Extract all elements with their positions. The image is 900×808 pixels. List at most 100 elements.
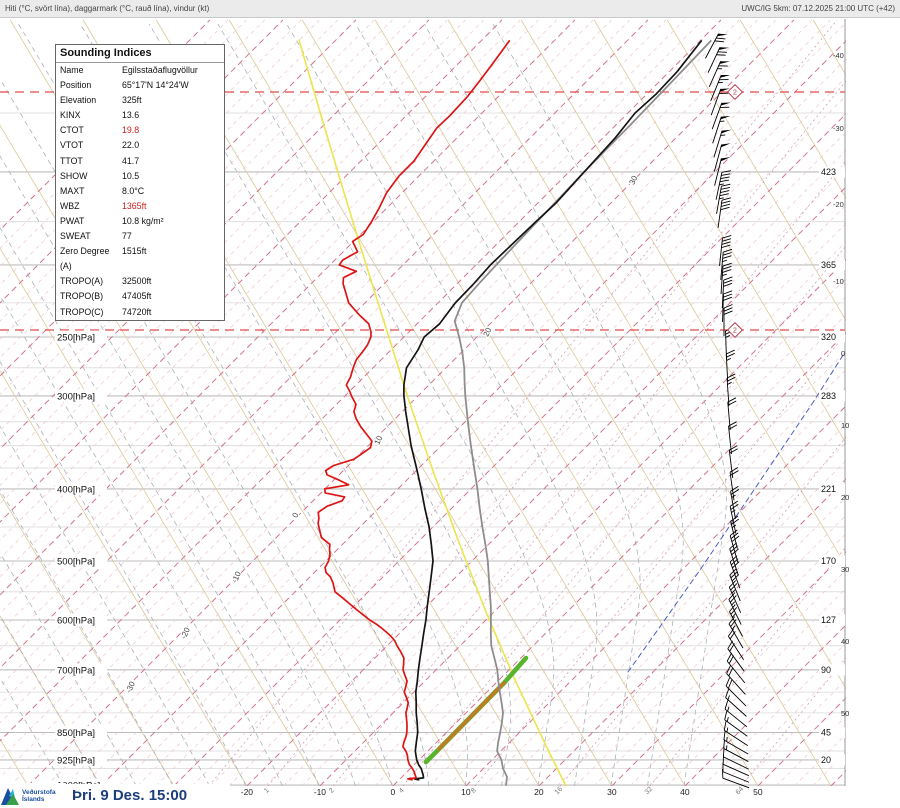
height-label: 90: [821, 665, 831, 675]
wind-barb: [708, 61, 730, 87]
moist-adiabat-label: -20: [178, 624, 194, 641]
wind-barb: [727, 640, 745, 672]
pressure-label: 925[hPa]: [57, 755, 95, 766]
wind-barb: [725, 677, 747, 707]
wind-barb: [726, 652, 746, 684]
indices-label: WBZ: [60, 200, 80, 211]
indices-row: TROPO(C) 74720ft: [56, 305, 224, 320]
wind-barb: [723, 304, 733, 336]
wind-barb: [713, 129, 732, 158]
svg-text:4: 4: [398, 787, 406, 795]
bottom-temp-label: 40: [680, 787, 690, 797]
pressure-label: 600[hPa]: [57, 616, 95, 627]
right-isotherm-label: 40: [841, 637, 849, 646]
wind-barb: [724, 710, 748, 737]
right-isotherm-label: 30: [841, 565, 849, 574]
vedurstofa-logo: Veðurstofa Íslands: [0, 783, 64, 808]
height-label: 45: [821, 728, 831, 738]
wind-barb: [723, 739, 749, 762]
wind-barb: [729, 555, 741, 589]
right-isotherm-label: -40: [833, 51, 844, 60]
svg-text:64: 64: [735, 786, 746, 797]
indices-row: Elevation 325ft: [56, 93, 224, 108]
svg-text:2: 2: [328, 787, 336, 795]
wind-barb: [723, 721, 748, 747]
indices-label: KINX: [60, 110, 81, 121]
indices-value: 77: [122, 231, 132, 242]
logo-line2: Íslands: [22, 795, 45, 803]
wind-barb: [720, 262, 732, 294]
indices-value: 10.8 kg/m²: [122, 215, 164, 226]
bottom-temp-label: 20: [534, 787, 544, 797]
indices-label: Position: [60, 80, 92, 91]
pressure-label: 400[hPa]: [57, 484, 95, 495]
bottom-temp-label: 30: [607, 787, 617, 797]
logo-line1: Veðurstofa: [22, 788, 56, 796]
height-label: 423: [821, 167, 836, 177]
wind-barb: [722, 769, 750, 789]
bottom-temp-label: 10: [461, 787, 471, 797]
moist-adiabat-label: 0: [289, 510, 302, 521]
pressure-label: 300[hPa]: [57, 391, 95, 402]
indices-row: Zero Degree (A) 1515ft: [56, 244, 224, 274]
indices-row: PWAT 10.8 kg/m²: [56, 214, 224, 229]
indices-row: SHOW 10.5: [56, 169, 224, 184]
indices-value: 1515ft: [122, 246, 147, 257]
mixing-ratio-label: 2: [328, 787, 336, 795]
indices-value: 32500ft: [122, 276, 152, 287]
wind-barb: [728, 445, 738, 478]
footer-timestamp: Þri. 9 Des. 15:00: [52, 784, 230, 808]
indices-label: CTOT: [60, 125, 84, 136]
indices-row: VTOT 22.0: [56, 138, 224, 153]
indices-label: MAXT: [60, 185, 85, 196]
indices-value: 10.5: [122, 170, 140, 181]
indices-label: SHOW: [60, 170, 88, 181]
svg-text:2: 2: [733, 328, 737, 335]
mixing-ratio-label: 1: [263, 787, 271, 795]
indices-value: Egilsstaðaflugvöllur: [122, 65, 198, 75]
wind-barb: [729, 568, 741, 602]
right-isotherm-label: -30: [833, 124, 844, 133]
wind-barb: [705, 33, 728, 59]
wind-barb: [719, 235, 732, 266]
topbar-right-label: UWC/IG 5km: 07.12.2025 21:00 UTC (+42): [741, 4, 895, 13]
height-label: 221: [821, 484, 836, 494]
wind-barb: [707, 47, 730, 73]
right-isotherm-label: 10: [841, 421, 849, 430]
right-isotherm-label: 20: [841, 493, 849, 502]
vedurstofa-logo-text: Veðurstofa Íslands: [22, 789, 56, 803]
indices-label: SWEAT: [60, 231, 91, 242]
moist-adiabat-label: 20: [480, 325, 495, 340]
mixing-ratio-label: 8: [470, 787, 478, 795]
indices-row: TROPO(A) 32500ft: [56, 274, 224, 289]
indices-label: PWAT: [60, 215, 85, 226]
wind-barb: [721, 276, 733, 309]
topbar-left-label: Hiti (°C, svört lína), daggarmark (°C, r…: [5, 4, 210, 13]
wind-barb: [715, 170, 732, 200]
indices-row: CTOT 19.8: [56, 123, 224, 138]
indices-value: 325ft: [122, 95, 142, 106]
indices-row: KINX 13.6: [56, 108, 224, 123]
wind-barb: [717, 197, 731, 228]
indices-row: SWEAT 77: [56, 229, 224, 244]
sounding-indices-panel: Sounding Indices Name Egilsstaðaflugvöllu…: [55, 44, 225, 321]
right-isotherm-label: 50: [841, 709, 849, 718]
height-label: 365: [821, 260, 836, 270]
indices-label: TROPO(B): [60, 291, 104, 302]
svg-text:32: 32: [644, 786, 655, 797]
height-label: 320: [821, 332, 836, 342]
indices-title: Sounding Indices: [56, 45, 224, 63]
bottom-temp-label: 50: [753, 787, 763, 797]
svg-text:8: 8: [470, 787, 478, 795]
pressure-label: 500[hPa]: [57, 557, 95, 568]
wind-barbs: [705, 33, 750, 789]
indices-rows: Name Egilsstaðaflugvöllur Position 65°17'N …: [56, 63, 224, 320]
mixing-ratio-label: 32: [644, 786, 655, 797]
wind-barb: [730, 485, 740, 519]
vedurstofa-logo-icon: [1, 787, 19, 805]
wind-barb: [722, 290, 733, 323]
indices-row: TROPO(B) 47405ft: [56, 289, 224, 304]
wind-barb: [725, 688, 747, 717]
indices-value: 22.0: [122, 140, 140, 151]
